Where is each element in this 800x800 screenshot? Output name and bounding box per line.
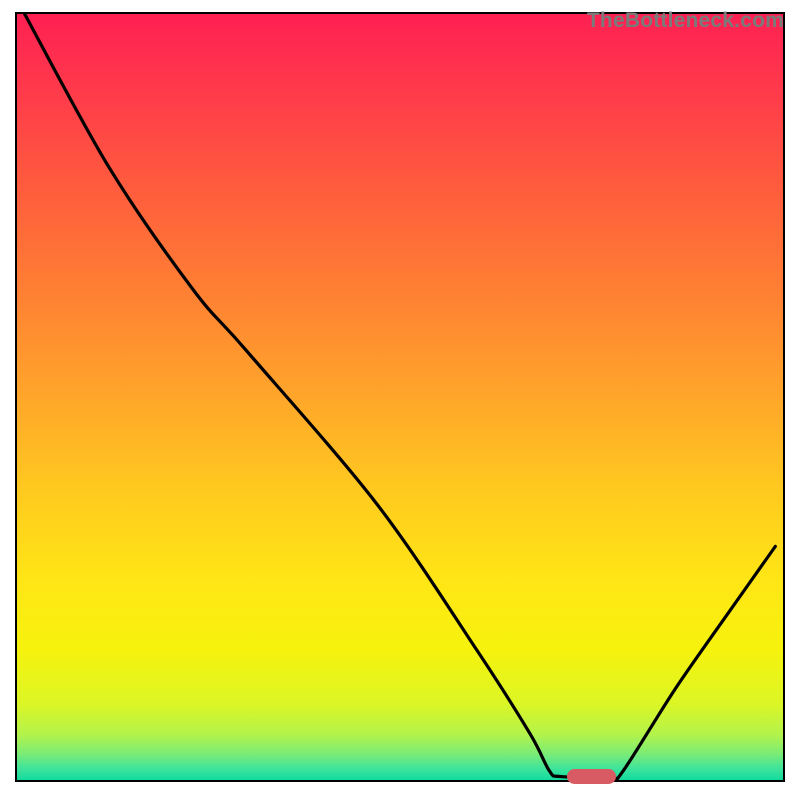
bottleneck-curve xyxy=(25,14,776,780)
optimal-marker xyxy=(567,769,616,784)
watermark-text: TheBottleneck.com xyxy=(587,9,784,33)
curve-layer xyxy=(0,0,800,800)
bottleneck-chart: TheBottleneck.com xyxy=(0,0,800,800)
